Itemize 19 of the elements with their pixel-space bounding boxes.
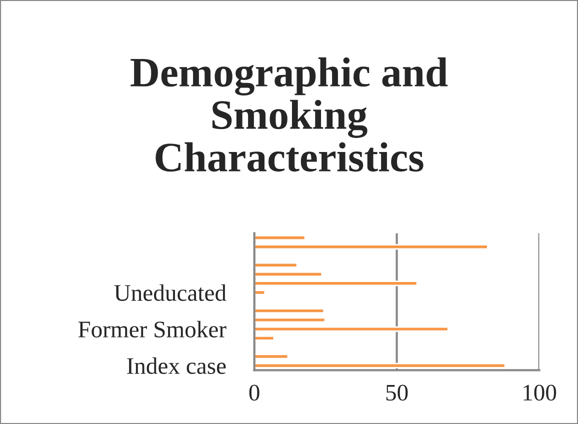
bar [254, 290, 266, 296]
bar [254, 362, 506, 368]
bar [254, 335, 275, 341]
bar [254, 326, 449, 332]
bar [254, 244, 488, 250]
bar [254, 262, 298, 268]
x-tick-label: 100 [524, 384, 556, 401]
x-tick-label: 50 [386, 384, 408, 401]
y-tick-label: Uneducated [114, 284, 226, 301]
bar [254, 235, 306, 241]
bar [254, 272, 323, 278]
bar [254, 308, 325, 314]
y-tick-label: Former Smoker [78, 320, 226, 338]
bar [254, 354, 289, 360]
bar [254, 317, 326, 323]
chart-title: Demographic and Smoking Characteristics [130, 57, 448, 172]
bar [254, 280, 418, 286]
x-tick-label: 0 [249, 384, 260, 401]
y-tick-label: Index case [127, 357, 226, 374]
